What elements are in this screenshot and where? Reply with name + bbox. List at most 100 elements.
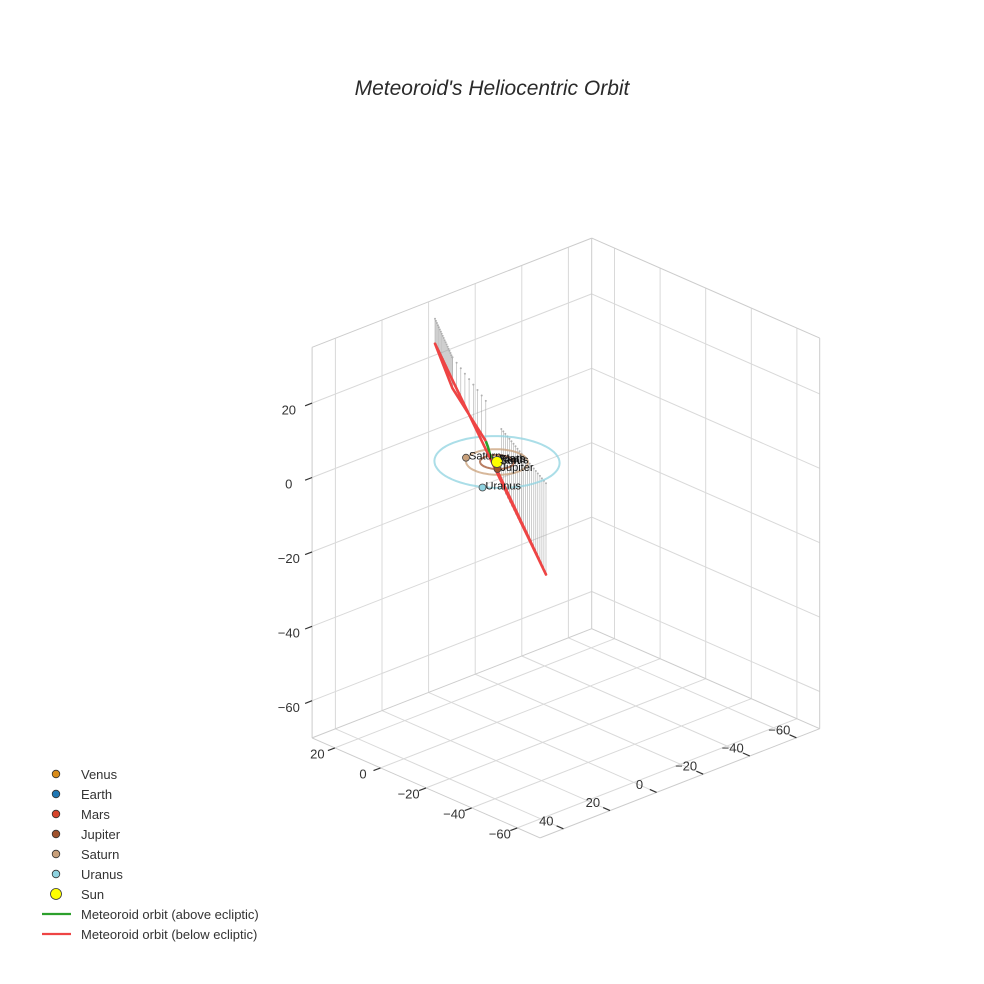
- drop-tip: [443, 339, 446, 342]
- drop-tip: [448, 349, 451, 352]
- legend-marker-swatch: [51, 809, 61, 819]
- x-tick: [789, 734, 797, 739]
- y-tick: [510, 827, 518, 832]
- drop-tip: [532, 467, 535, 470]
- drop-tip: [545, 482, 547, 485]
- legend-label: Meteoroid orbit (below ecliptic): [81, 927, 257, 942]
- grid-line: [311, 591, 592, 702]
- x-tick: [649, 788, 657, 793]
- drop-tip: [435, 322, 438, 324]
- legend-marker-swatch: [50, 888, 62, 900]
- drop-tip: [447, 347, 450, 350]
- drop-lines: [434, 317, 547, 575]
- drop-tip: [439, 330, 442, 333]
- legend-item[interactable]: Jupiter: [51, 827, 121, 842]
- chart-title: Meteoroid's Heliocentric Orbit: [355, 77, 631, 100]
- y-tick-label: 0: [359, 767, 366, 782]
- grid-line: [591, 516, 820, 618]
- drop-tip: [442, 337, 445, 339]
- drop-tip: [468, 378, 471, 381]
- drop-tip: [449, 352, 452, 354]
- drop-tip: [508, 437, 511, 440]
- legend-item[interactable]: Venus: [51, 767, 118, 782]
- drop-tip: [534, 470, 537, 472]
- drop-tip: [463, 372, 466, 375]
- drop-tip: [434, 317, 436, 320]
- grid-line: [380, 658, 661, 769]
- drop-tip: [455, 361, 458, 364]
- earth-label: Earth: [499, 454, 525, 466]
- z-tick: [304, 402, 313, 407]
- legend-label: Sun: [81, 887, 104, 902]
- drop-tip: [512, 442, 515, 445]
- box-edge: [591, 237, 820, 339]
- grid-line: [425, 678, 706, 789]
- z-tick: [304, 476, 313, 481]
- x-tick-label: 0: [636, 777, 643, 792]
- venus-label: Venus: [498, 455, 529, 467]
- drop-tip: [472, 383, 475, 386]
- y-tick: [327, 747, 336, 752]
- legend-label: Earth: [81, 787, 112, 802]
- grid-line: [591, 293, 820, 395]
- jupiter-label: Jupiter: [501, 462, 534, 474]
- uranus-marker: [478, 483, 487, 492]
- x-tick: [602, 807, 611, 812]
- box-edge: [539, 728, 820, 839]
- drop-tip: [450, 354, 453, 357]
- grid-line: [311, 516, 592, 627]
- drop-tip: [516, 447, 519, 450]
- y-tick: [464, 807, 472, 812]
- legend-item[interactable]: Meteoroid orbit (above ecliptic): [42, 907, 259, 922]
- legend-label: Meteoroid orbit (above ecliptic): [81, 907, 259, 922]
- legend-item[interactable]: Mars: [51, 807, 110, 822]
- drop-tip: [441, 334, 444, 337]
- x-tick: [696, 770, 704, 775]
- legend-marker-swatch: [51, 849, 61, 859]
- legend[interactable]: Venus Earth Mars Jupiter Saturn Uranus Sun Mete…: [42, 767, 259, 942]
- drop-tip: [530, 465, 533, 467]
- legend-label: Saturn: [81, 847, 119, 862]
- legend-item[interactable]: Earth: [51, 787, 112, 802]
- drop-tip: [518, 450, 521, 453]
- meteoroid-orbit-below-line: [433, 342, 548, 576]
- z-tick-label: −60: [278, 700, 300, 715]
- legend-marker-swatch: [51, 789, 61, 799]
- z-tick: [304, 551, 313, 556]
- drop-tip: [436, 324, 439, 327]
- legend-marker-swatch: [51, 829, 61, 839]
- drop-tip: [440, 332, 443, 335]
- legend-item[interactable]: Meteoroid orbit (below ecliptic): [42, 927, 257, 942]
- drop-tip: [540, 477, 543, 480]
- sun-label: Sun: [500, 455, 520, 467]
- y-tick-label: −40: [443, 807, 465, 822]
- drop-tip: [444, 341, 447, 344]
- legend-label: Mars: [81, 807, 110, 822]
- mars-label: Mars: [501, 453, 526, 465]
- legend-item[interactable]: Uranus: [51, 867, 123, 882]
- legend-label: Jupiter: [81, 827, 121, 842]
- legend-label: Uranus: [81, 867, 123, 882]
- legend-label: Venus: [81, 767, 118, 782]
- legend-item[interactable]: Saturn: [51, 847, 119, 862]
- saturn-marker: [462, 453, 470, 462]
- drop-tip: [446, 345, 449, 348]
- drop-tip: [437, 326, 440, 329]
- legend-marker-swatch: [51, 769, 61, 779]
- z-tick: [304, 700, 313, 704]
- sun-marker: [491, 456, 503, 468]
- x-tick-label: −60: [768, 722, 790, 737]
- legend-item[interactable]: Sun: [50, 887, 105, 902]
- drop-tip: [510, 440, 513, 443]
- drop-tip: [476, 389, 479, 391]
- box-edge: [311, 628, 592, 739]
- grid-line: [311, 442, 592, 553]
- uranus-label: Uranus: [486, 481, 522, 493]
- drop-tip: [514, 445, 517, 448]
- z-tick-label: −20: [278, 551, 300, 566]
- grid-line: [311, 367, 592, 478]
- y-tick-label: −20: [398, 787, 420, 802]
- legend-marker-swatch: [51, 869, 61, 879]
